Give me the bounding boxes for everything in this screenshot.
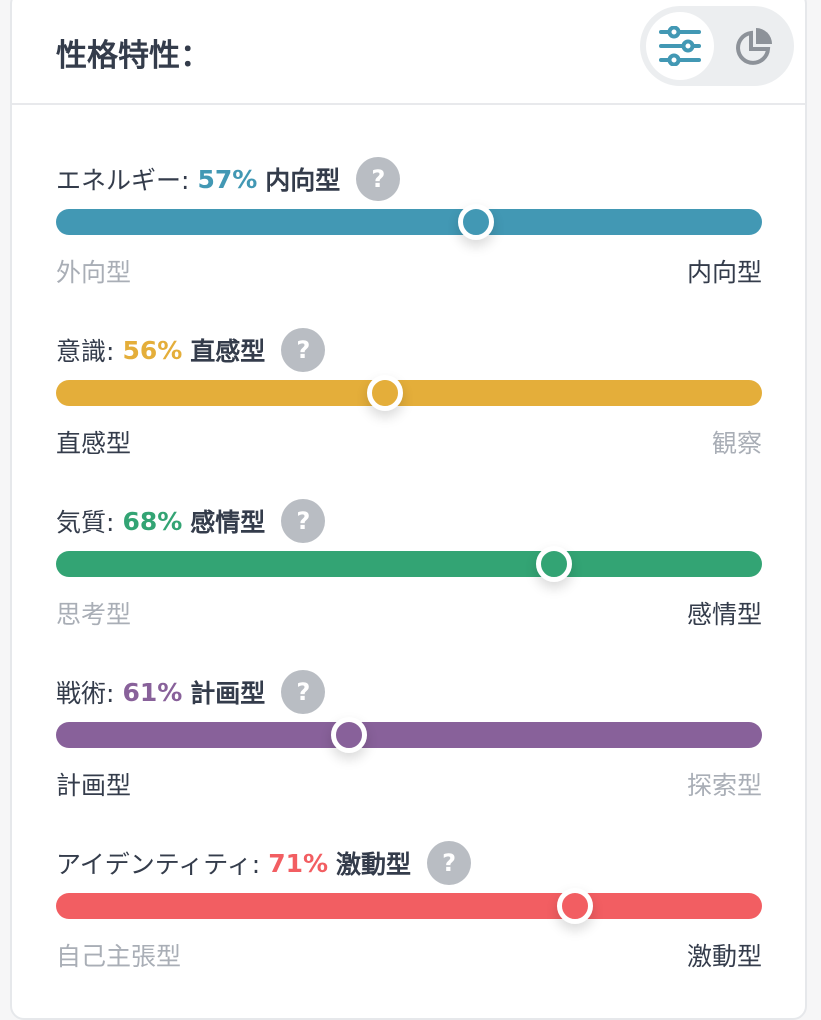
help-icon[interactable]: ?: [281, 670, 326, 714]
trait-bar: [56, 209, 762, 235]
trait-label: 気質: 68% 感情型 ?: [56, 499, 326, 543]
trait-row: エネルギー: 57% 内向型 ? 外向型 内向型: [56, 157, 762, 307]
trait-left-label: 外向型: [56, 258, 132, 287]
trait-label: 意識: 56% 直感型 ?: [56, 328, 326, 372]
trait-knob: [557, 888, 594, 924]
trait-type: 直感型: [190, 337, 266, 366]
pie-chart-icon: [736, 28, 772, 65]
trait-bar: [56, 551, 762, 577]
trait-right-label: 観察: [711, 429, 762, 458]
trait-left-label: 直感型: [56, 429, 132, 458]
trait-percent: 71%: [268, 848, 329, 878]
trait-left-label: 思考型: [56, 600, 132, 629]
trait-right-label: 内向型: [686, 258, 762, 287]
trait-bar: [56, 380, 762, 406]
trait-knob: [331, 717, 368, 753]
trait-bar: [56, 893, 762, 919]
trait-type: 感情型: [190, 508, 266, 537]
trait-percent: 68%: [122, 506, 183, 536]
trait-knob: [458, 204, 495, 240]
trait-knob: [366, 375, 403, 411]
card-title: 性格特性：: [56, 38, 211, 74]
trait-percent: 56%: [122, 335, 183, 365]
help-icon[interactable]: ?: [427, 841, 472, 885]
trait-name: エネルギー:: [56, 166, 190, 195]
help-icon[interactable]: ?: [281, 499, 326, 543]
trait-knob: [536, 546, 573, 582]
personality-traits-card: 性格特性： エネルギー: 57% 内向型 ? 外向型 内向型: [10, 0, 807, 1020]
trait-type: 激動型: [336, 850, 412, 879]
chart-view-button[interactable]: [720, 12, 788, 80]
trait-label: 戦術: 61% 計画型 ?: [56, 670, 326, 714]
view-toggle[interactable]: [640, 6, 794, 86]
trait-label: エネルギー: 57% 内向型 ?: [56, 157, 401, 201]
trait-right-label: 探索型: [686, 771, 762, 800]
help-icon[interactable]: ?: [281, 328, 326, 372]
trait-bar: [56, 722, 762, 748]
trait-name: アイデンティティ:: [56, 850, 261, 879]
trait-row: 戦術: 61% 計画型 ? 計画型 探索型: [56, 670, 762, 820]
trait-type: 内向型: [265, 166, 341, 195]
trait-row: アイデンティティ: 71% 激動型 ? 自己主張型 激動型: [56, 841, 762, 991]
trait-percent: 57%: [197, 164, 258, 194]
trait-percent: 61%: [122, 677, 183, 707]
trait-right-label: 激動型: [686, 942, 762, 971]
trait-name: 気質:: [56, 508, 115, 537]
trait-right-label: 感情型: [686, 600, 762, 629]
trait-left-label: 計画型: [56, 771, 132, 800]
trait-row: 意識: 56% 直感型 ? 直感型 観察: [56, 328, 762, 478]
trait-name: 意識:: [56, 337, 115, 366]
trait-left-label: 自己主張型: [56, 942, 182, 971]
trait-name: 戦術:: [56, 679, 115, 708]
sliders-icon: [659, 26, 701, 66]
card-header: 性格特性：: [12, 0, 805, 105]
trait-row: 気質: 68% 感情型 ? 思考型 感情型: [56, 499, 762, 649]
trait-label: アイデンティティ: 71% 激動型 ?: [56, 841, 472, 885]
help-icon[interactable]: ?: [356, 157, 401, 201]
trait-type: 計画型: [190, 679, 266, 708]
sliders-view-button[interactable]: [646, 12, 714, 80]
